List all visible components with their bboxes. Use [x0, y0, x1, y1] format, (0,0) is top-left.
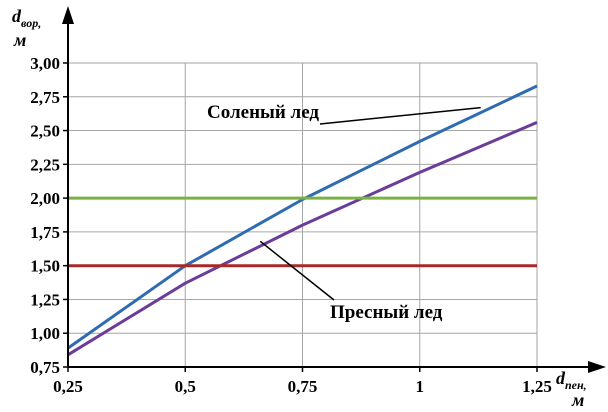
- y-axis-label: dвор,: [12, 6, 41, 30]
- x-axis-label: dпен,: [556, 368, 587, 392]
- x-tick-label: 1: [416, 377, 425, 396]
- y-tick-label: 1,50: [30, 257, 60, 276]
- y-tick-label: 1,25: [30, 290, 60, 309]
- x-axis-unit: м: [571, 390, 584, 410]
- y-tick-label: 2,75: [30, 88, 60, 107]
- x-tick-label: 0,75: [288, 377, 318, 396]
- x-tick-label: 0,25: [53, 377, 83, 396]
- x-tick-label: 1,25: [522, 377, 552, 396]
- y-tick-label: 1,00: [30, 324, 60, 343]
- annotations: Соленый лед Пресный лед: [207, 102, 481, 323]
- annotation-label: Пресный лед: [330, 302, 443, 323]
- y-tick-label: 3,00: [30, 54, 60, 73]
- series-line-2: [67, 121, 538, 357]
- x-axis-arrow: [588, 361, 606, 373]
- y-axis-unit: м: [13, 30, 26, 50]
- annotation-label: Соленый лед: [207, 102, 319, 123]
- y-tick-label: 2,50: [30, 122, 60, 141]
- annotation-leader-line: [319, 106, 481, 125]
- axes: [62, 6, 606, 373]
- y-axis-arrow: [62, 6, 74, 24]
- y-tick-label: 2,00: [30, 189, 60, 208]
- series-layer: [67, 84, 538, 357]
- y-tick-label: 1,75: [30, 223, 60, 242]
- x-tick-label: 0,5: [175, 377, 196, 396]
- y-tick-label: 0,75: [30, 358, 60, 377]
- annotation-leader-line: [259, 240, 335, 301]
- y-tick-label: 2,25: [30, 155, 60, 174]
- tick-labels: 0,75 1,00 1,25 1,50 1,75 2,00 2,25 2,50 2,75 3,00…: [30, 54, 552, 396]
